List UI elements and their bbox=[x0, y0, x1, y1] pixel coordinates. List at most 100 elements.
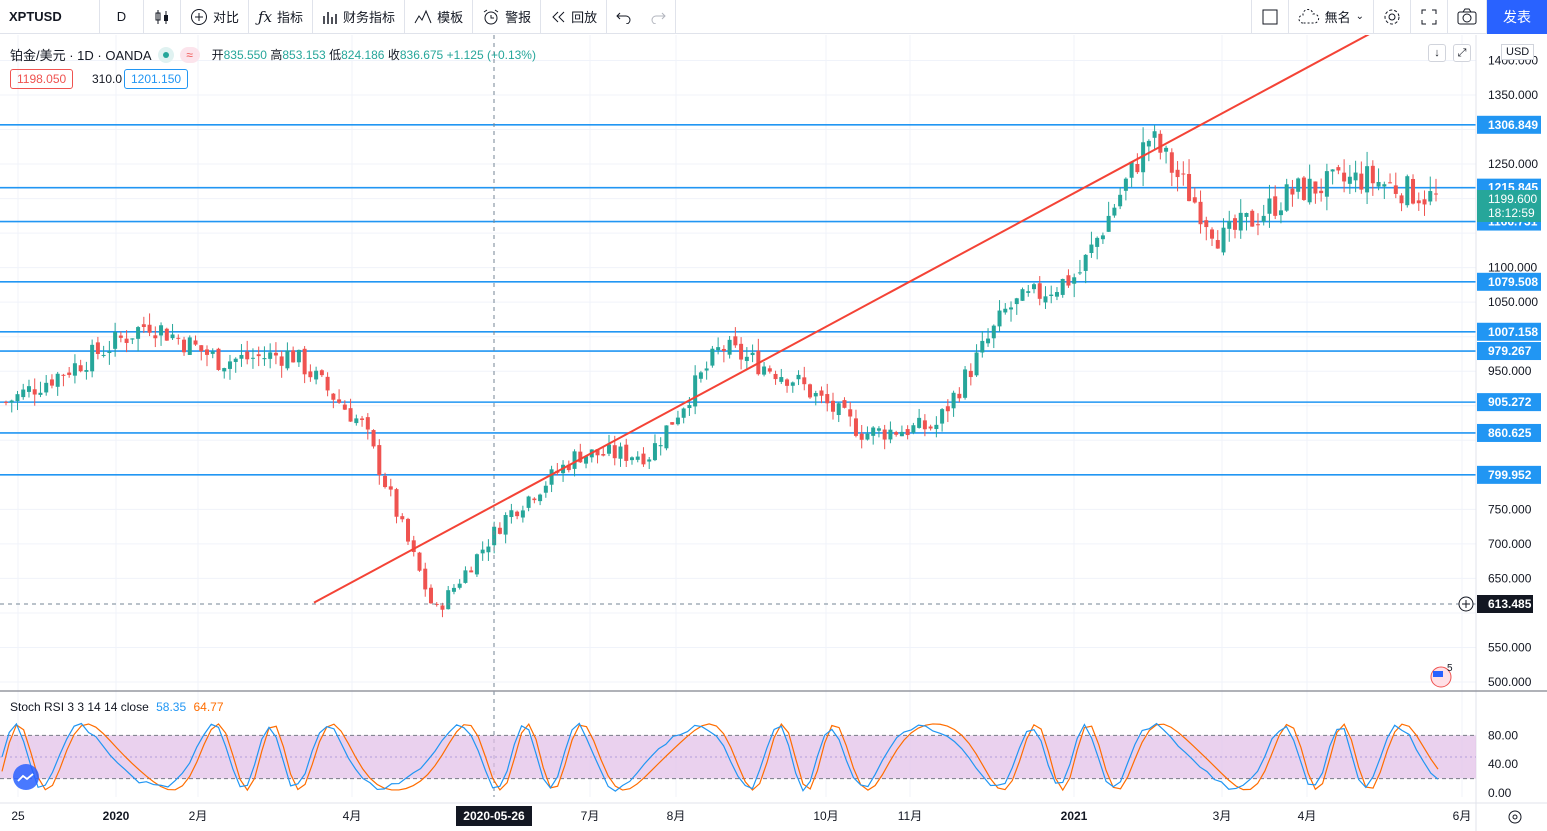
candle-body bbox=[1072, 277, 1077, 284]
candle-body bbox=[1250, 210, 1255, 227]
symbol-search-button[interactable]: XPTUSD bbox=[0, 0, 100, 34]
events-badge[interactable]: 5 bbox=[1430, 663, 1453, 688]
compare-button[interactable]: 对比 bbox=[181, 0, 250, 34]
candle-body bbox=[1014, 298, 1019, 305]
candle-body bbox=[503, 515, 508, 535]
candle-body bbox=[1261, 215, 1266, 222]
candle-body bbox=[285, 350, 290, 369]
crosshair-date-label-bg bbox=[456, 806, 532, 826]
candle-body bbox=[1095, 237, 1100, 247]
settings-button[interactable] bbox=[1374, 0, 1411, 34]
indicators-button[interactable]: ƒx 指标 bbox=[249, 0, 314, 34]
candle-body bbox=[159, 325, 164, 336]
candle-body bbox=[377, 445, 382, 476]
candle-body bbox=[308, 371, 313, 378]
horizontal-levels[interactable] bbox=[0, 123, 1476, 476]
symbol-legend: 铂金/美元 · 1D · OANDA ≈ 开835.550 高853.153 低… bbox=[10, 45, 536, 64]
candle-body bbox=[991, 325, 996, 339]
candle-body bbox=[882, 429, 887, 440]
price-axis[interactable]: 1306.8491215.8451166.7311079.5081007.158… bbox=[1477, 53, 1541, 689]
candle-body bbox=[1324, 171, 1329, 197]
level-label-bg bbox=[1477, 465, 1541, 484]
candlestick-icon bbox=[155, 9, 168, 24]
publish-button[interactable]: 发表 bbox=[1487, 0, 1547, 34]
candle-body bbox=[647, 459, 652, 462]
candle-body bbox=[951, 392, 956, 409]
tradingview-logo[interactable] bbox=[13, 764, 39, 790]
replay-button[interactable]: 回放 bbox=[541, 0, 608, 34]
candle-body bbox=[38, 392, 43, 395]
candle-body bbox=[520, 510, 525, 518]
layout-button[interactable] bbox=[1250, 0, 1289, 34]
candle-body bbox=[469, 570, 474, 573]
fullscreen-button[interactable] bbox=[1411, 0, 1448, 34]
candle-body bbox=[451, 587, 456, 592]
ohlc-values: 开835.550 高853.153 低824.186 收836.675 +1.1… bbox=[212, 46, 536, 63]
candle-body bbox=[15, 394, 20, 402]
financials-button[interactable]: 财务指标 bbox=[313, 0, 406, 34]
candle-body bbox=[739, 343, 744, 360]
candle-body bbox=[515, 511, 520, 517]
sell-button[interactable]: 1198.050 bbox=[10, 69, 74, 89]
level-label: 1079.508 bbox=[1488, 275, 1538, 289]
layout-name-button[interactable]: 無名 ⌄ bbox=[1289, 0, 1374, 34]
current-price-label-bg bbox=[1477, 190, 1541, 222]
candle-body bbox=[940, 409, 945, 424]
price-tick: 1350.000 bbox=[1488, 88, 1538, 102]
candle-body bbox=[624, 444, 629, 461]
candle-body bbox=[1129, 161, 1134, 178]
candle-body bbox=[1123, 178, 1128, 191]
candle-body bbox=[1077, 272, 1082, 274]
candle-body bbox=[406, 518, 411, 542]
candle-body bbox=[199, 345, 204, 352]
gear-icon-center bbox=[1512, 814, 1518, 820]
candle-body bbox=[859, 433, 864, 440]
candle-body bbox=[1255, 224, 1260, 226]
financials-label: 财务指标 bbox=[343, 10, 396, 25]
candle-body bbox=[853, 418, 858, 436]
crosshair-date-label: 2020-05-26 bbox=[463, 809, 525, 823]
candle-body bbox=[233, 358, 238, 362]
currency-badge[interactable]: USD bbox=[1501, 44, 1535, 60]
candle-body bbox=[842, 400, 847, 408]
candle-body bbox=[176, 337, 181, 339]
rsi-k-line bbox=[1, 722, 1439, 792]
stoch-rsi-legend[interactable]: Stoch RSI 3 3 14 14 close 58.35 64.77 bbox=[10, 700, 224, 714]
price-tick: 750.000 bbox=[1488, 502, 1532, 516]
candle-body bbox=[348, 408, 353, 422]
maximize-icon[interactable]: ⤢ bbox=[1453, 44, 1471, 62]
chart-settings-gear[interactable] bbox=[1508, 810, 1522, 824]
add-plus-icon-cross bbox=[1462, 600, 1470, 608]
candle-body bbox=[1307, 178, 1312, 203]
templates-button[interactable]: 模板 bbox=[405, 0, 474, 34]
replay-label: 回放 bbox=[571, 10, 598, 25]
price-tick: 1250.000 bbox=[1488, 157, 1538, 171]
candle-body bbox=[819, 390, 824, 396]
candle-body bbox=[440, 605, 445, 610]
trend-line[interactable] bbox=[313, 35, 1410, 604]
undo-button[interactable] bbox=[607, 0, 641, 34]
price-tick: 1050.000 bbox=[1488, 295, 1538, 309]
time-axis[interactable]: 25 2020 2月 4月 7月 8月 10月 11月 2021 3月 4月 6月 bbox=[11, 809, 1471, 823]
alert-button[interactable]: 警报 bbox=[473, 0, 542, 34]
change-value: +1.125 (+0.13%) bbox=[446, 48, 536, 62]
arrow-down-icon[interactable]: ↓ bbox=[1428, 44, 1446, 62]
candle-body bbox=[273, 352, 278, 356]
redo-button[interactable] bbox=[641, 0, 677, 34]
template-icon bbox=[414, 9, 432, 23]
buy-button[interactable]: 1201.150 bbox=[124, 69, 189, 89]
square-icon bbox=[1262, 9, 1278, 24]
candle-body bbox=[813, 393, 818, 397]
spread-value: 310.0 bbox=[92, 72, 123, 86]
events-count: 5 bbox=[1447, 663, 1453, 674]
candle-body bbox=[796, 374, 801, 380]
candle-body bbox=[331, 393, 336, 400]
level-label: 1007.158 bbox=[1488, 325, 1538, 339]
interval-button[interactable]: D bbox=[100, 0, 144, 34]
snapshot-button[interactable] bbox=[1448, 0, 1487, 34]
chart-type-button[interactable] bbox=[144, 0, 181, 34]
candle-body bbox=[434, 603, 439, 605]
symbol-title[interactable]: 铂金/美元 · 1D · OANDA bbox=[10, 48, 152, 63]
candle-body bbox=[945, 406, 950, 412]
